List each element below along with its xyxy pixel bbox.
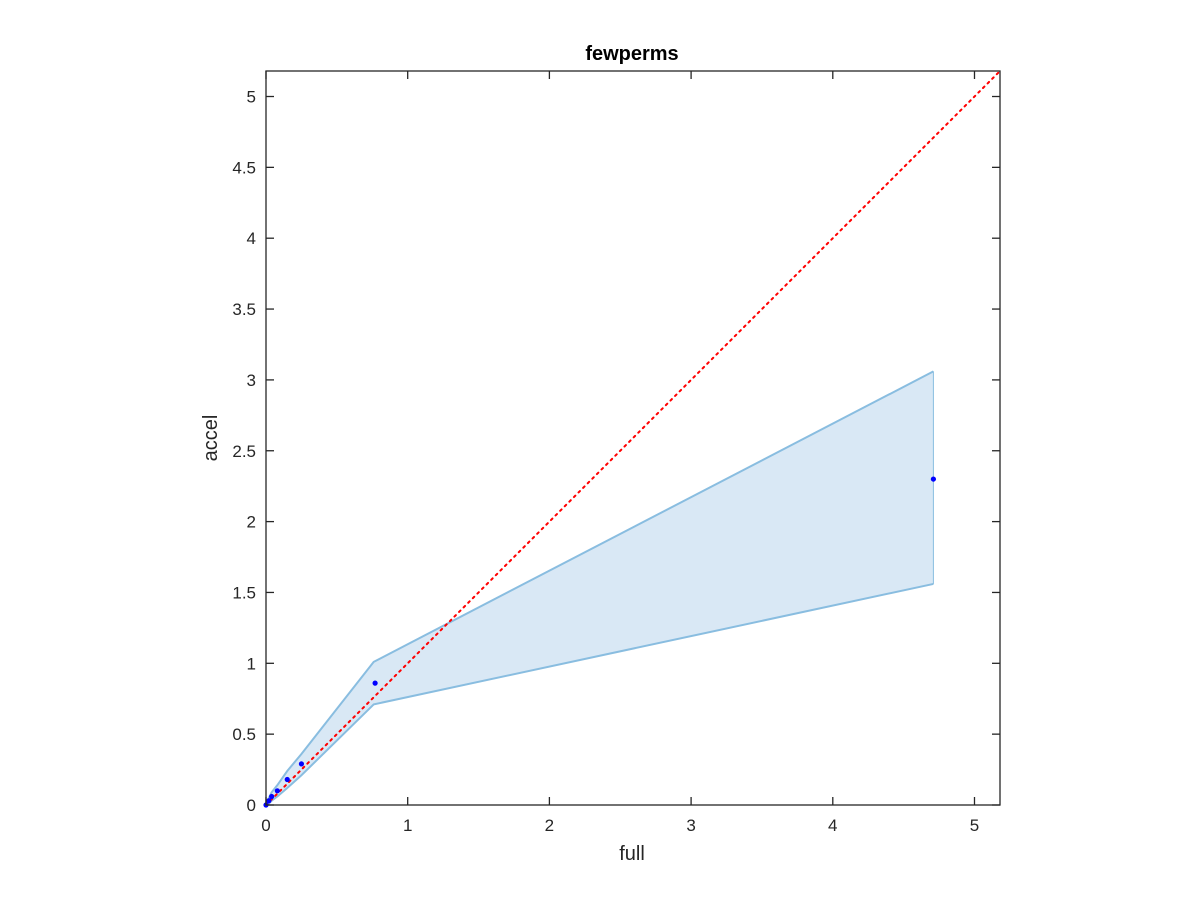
- x-axis-label: full: [619, 843, 645, 865]
- y-tick-label: 4: [247, 229, 256, 248]
- x-tick-label: 3: [686, 816, 695, 835]
- axes-box: [265, 70, 1001, 806]
- chart-title: fewperms: [585, 43, 678, 65]
- x-tick-label: 1: [403, 816, 412, 835]
- y-tick-label: 3: [247, 371, 256, 390]
- data-point: [930, 476, 937, 482]
- y-tick-label: 1.5: [232, 583, 256, 602]
- data-point: [298, 761, 305, 767]
- y-tick-label: 4.5: [232, 158, 256, 177]
- x-tick-label: 4: [828, 816, 837, 835]
- data-point: [266, 798, 272, 804]
- y-tick-label: 2.5: [232, 442, 256, 461]
- data-point: [372, 680, 378, 686]
- band-fill: [266, 371, 934, 805]
- ticks-layer: 0 1 2 3 4 5 0 0.5 1 1.5 2 2.5 3 3.5 4 4.5 5: [232, 71, 1000, 835]
- reference-line-layer: [265, 70, 1001, 806]
- y-axis-label: accel: [200, 415, 222, 462]
- y-tick-label: 1: [247, 654, 256, 673]
- y-tick-label: 2: [247, 513, 256, 532]
- y-tick-label: 5: [247, 88, 256, 107]
- y-tick-label: 0.5: [232, 725, 256, 744]
- x-tick-label: 0: [261, 816, 270, 835]
- data-point: [284, 776, 290, 783]
- reference-line: [265, 70, 1001, 806]
- axes-layer: [265, 70, 1001, 806]
- y-tick-label: 0: [247, 796, 256, 815]
- y-tick-label: 3.5: [232, 300, 256, 319]
- data-point: [274, 788, 280, 794]
- data-point: [269, 793, 275, 800]
- x-tick-label: 2: [545, 816, 554, 835]
- x-tick-label: 5: [970, 816, 979, 835]
- data-points-layer: [263, 476, 937, 808]
